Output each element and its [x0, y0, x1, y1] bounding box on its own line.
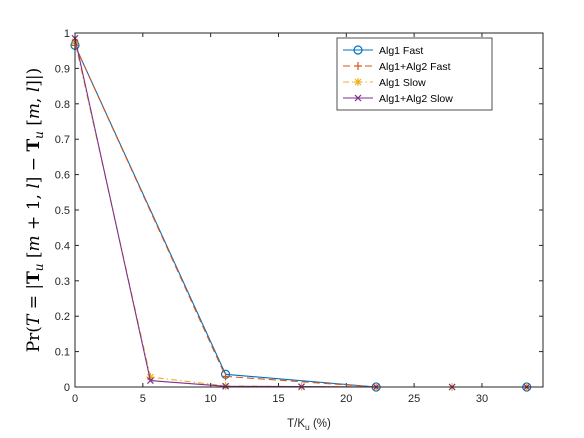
- y-tick-label: 0: [64, 382, 70, 394]
- svg-text:Pr(T = |Tu [m + 1, l] − Tu [m,: Pr(T = |Tu [m + 1, l] − Tu [m, l]|): [24, 68, 46, 353]
- y-tick-label: 0.8: [55, 99, 70, 111]
- legend-item: Alg1 Fast: [343, 45, 423, 57]
- y-tick-label: 0.4: [55, 240, 70, 252]
- legend-item: Alg1 Slow: [343, 77, 426, 89]
- legend-marker: [354, 62, 362, 70]
- legend-label: Alg1+Alg2 Slow: [379, 93, 453, 105]
- legend-marker: [353, 45, 363, 55]
- plot-frame: [74, 32, 544, 388]
- x-tick-label: 25: [408, 393, 420, 405]
- legend: Alg1 Fast Alg1+Alg2 Fast Alg1 Slow Alg1+Alg…: [336, 37, 493, 111]
- data-point: [222, 382, 229, 390]
- data-point: [221, 372, 230, 381]
- axis-ticks: 0 5 10 15 20 25 30 0 0.1 0.2 0.3 0.4 0.5 0.6 0.7 0.8 0.9…: [55, 28, 543, 405]
- y-tick-label: 0.9: [55, 63, 70, 75]
- x-axis-label-tail: (%): [310, 418, 331, 430]
- legend-item: Alg1+Alg2 Slow: [343, 93, 453, 105]
- y-tick-label: 1: [64, 28, 70, 40]
- x-tick-label: 15: [272, 393, 284, 405]
- legend-label: Alg1 Fast: [379, 45, 423, 57]
- x-tick-label: 30: [476, 393, 488, 405]
- x-tick-label: 0: [72, 393, 78, 405]
- y-tick-label: 0.5: [55, 205, 70, 217]
- x-tick-label: 20: [340, 393, 352, 405]
- legend-label: Alg1 Slow: [379, 77, 426, 89]
- y-axis-label: Pr(T = |Tu [m + 1, l] − Tu [m, l]|): [24, 68, 46, 353]
- x-axis-label-main: T/K: [287, 418, 305, 430]
- x-tick-label: 5: [140, 393, 146, 405]
- y-tick-label: 0.1: [55, 347, 70, 359]
- x-tick-label: 10: [205, 393, 217, 405]
- y-tick-label: 0.6: [55, 170, 70, 182]
- legend-item: Alg1+Alg2 Fast: [343, 61, 451, 73]
- legend-marker: [354, 78, 362, 86]
- x-axis-label-sub: u: [305, 422, 310, 432]
- data-point: [146, 377, 154, 385]
- legend-label: Alg1+Alg2 Fast: [379, 61, 451, 73]
- legend-marker: [354, 94, 362, 102]
- y-tick-label: 0.2: [55, 311, 70, 323]
- x-axis-label: T/Ku (%): [287, 418, 331, 432]
- y-tick-label: 0.7: [55, 134, 70, 146]
- y-tick-label: 0.3: [55, 276, 70, 288]
